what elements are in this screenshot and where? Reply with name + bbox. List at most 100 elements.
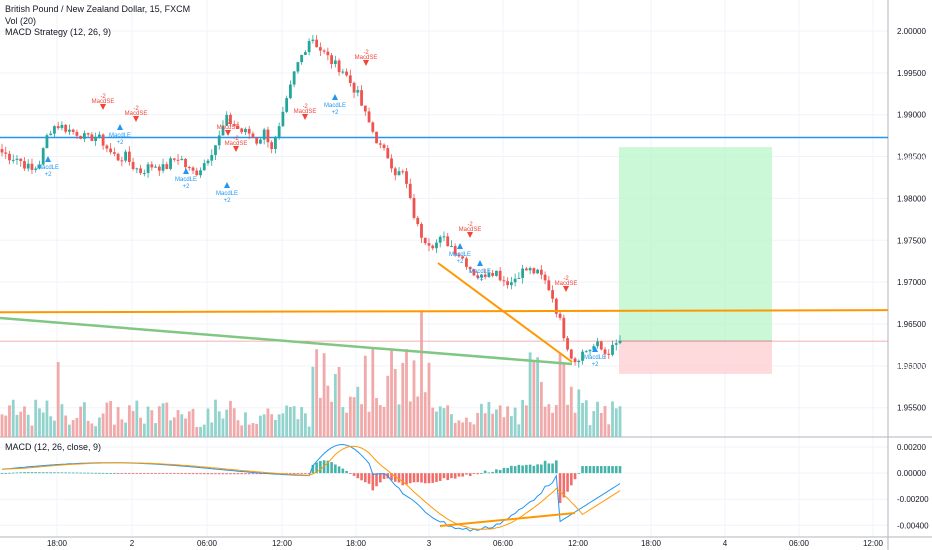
volume-bar bbox=[244, 412, 247, 437]
macd-hist-bar bbox=[349, 473, 352, 474]
volume-bar bbox=[229, 400, 232, 437]
volume-bar bbox=[262, 414, 266, 437]
macd-hist-bar bbox=[304, 473, 307, 474]
candle-body bbox=[468, 266, 472, 270]
candle-body bbox=[26, 163, 30, 169]
macd-hist-bar bbox=[472, 473, 476, 474]
volume-bar bbox=[165, 402, 169, 437]
candle-body bbox=[367, 111, 371, 123]
macd-hist-bar bbox=[502, 467, 506, 474]
macd-hist-bar bbox=[165, 473, 169, 474]
candle-body bbox=[356, 90, 360, 93]
volume-bar bbox=[427, 362, 431, 437]
macd-hist-bar bbox=[453, 473, 457, 479]
candle-body bbox=[401, 171, 405, 173]
candle-body bbox=[547, 280, 551, 291]
volume-bar bbox=[446, 405, 450, 437]
candle-body bbox=[199, 170, 202, 176]
candle-body bbox=[187, 167, 191, 169]
candle-body bbox=[68, 129, 71, 132]
candle-body bbox=[131, 161, 135, 169]
volume-bar bbox=[543, 406, 547, 437]
volume-bar bbox=[154, 423, 157, 437]
volume-bar bbox=[161, 403, 165, 437]
buy-signal-label: MacdLE bbox=[109, 133, 131, 139]
volume-bar bbox=[551, 412, 554, 437]
volume-bar bbox=[311, 366, 315, 437]
orange-horizontal-line bbox=[0, 309, 889, 314]
macd-hist-bar bbox=[603, 466, 607, 474]
volume-bar bbox=[38, 408, 41, 437]
macd-hist-bar bbox=[191, 473, 195, 475]
volume-bar bbox=[592, 411, 596, 437]
time-tick-label: 12:00 bbox=[272, 539, 293, 548]
volume-bar bbox=[569, 386, 573, 437]
volume-bar bbox=[4, 415, 8, 437]
volume-bar bbox=[360, 404, 363, 437]
candle-body bbox=[0, 149, 4, 153]
macd-hist-bar bbox=[341, 468, 345, 474]
candle-body bbox=[420, 224, 423, 238]
macd-hist-bar bbox=[176, 473, 180, 474]
volume-bar bbox=[393, 369, 397, 437]
macd-hist-bar bbox=[592, 466, 596, 474]
candle-body bbox=[270, 142, 274, 149]
macd-hist-bar bbox=[229, 473, 232, 475]
macd-hist-bar bbox=[450, 473, 453, 479]
volume-bar bbox=[566, 404, 569, 437]
candle-body bbox=[483, 274, 487, 278]
candle-body bbox=[195, 170, 199, 176]
volume-bar bbox=[150, 410, 154, 437]
candle-body bbox=[554, 298, 558, 314]
macd-hist-bar bbox=[8, 472, 11, 474]
macd-hist-bar bbox=[296, 473, 300, 474]
candle-body bbox=[607, 353, 611, 355]
price-label-target: 1.98613 bbox=[896, 144, 926, 153]
volume-bar bbox=[97, 417, 101, 437]
volume-bar bbox=[532, 360, 536, 437]
candle-body bbox=[393, 168, 397, 176]
volume-bar bbox=[101, 413, 105, 437]
candle-body bbox=[94, 136, 98, 141]
volume-bar bbox=[554, 405, 558, 437]
candle-body bbox=[465, 258, 468, 267]
buy-signal-label: MacdLE bbox=[175, 177, 197, 183]
macd-hist-bar bbox=[128, 473, 131, 474]
macd-hist-bar bbox=[570, 473, 573, 486]
macd-hist-bar bbox=[412, 473, 416, 483]
volume-bar bbox=[251, 423, 255, 437]
macd-hist-bar bbox=[202, 473, 206, 475]
volume-bar bbox=[90, 423, 94, 437]
buy-signal-arrow bbox=[332, 94, 338, 100]
macd-hist-bar bbox=[105, 473, 109, 474]
macd-hist-bar bbox=[498, 469, 502, 474]
candle-body bbox=[551, 290, 554, 299]
macd-hist-bar bbox=[551, 463, 554, 474]
volume-bar bbox=[26, 414, 30, 437]
time-tick-label: 12:00 bbox=[863, 539, 884, 548]
volume-bar bbox=[457, 420, 461, 437]
candle-body bbox=[472, 269, 476, 276]
buy-signal-arrow bbox=[45, 156, 51, 162]
macd-hist-bar bbox=[214, 473, 217, 475]
volume-bar bbox=[75, 417, 79, 437]
buy-signal-label: MacdLE bbox=[216, 191, 238, 197]
price-label-open: 2.00301 bbox=[896, 17, 926, 26]
volume-bar bbox=[105, 402, 109, 437]
volume-bar bbox=[536, 357, 539, 437]
volume-bar bbox=[491, 413, 495, 437]
candle-body bbox=[109, 148, 113, 153]
macd-hist-bar bbox=[4, 472, 8, 474]
candle-body bbox=[232, 124, 236, 126]
macd-hist-bar bbox=[334, 464, 337, 474]
buy-signal-value: +2 bbox=[457, 259, 465, 265]
volume-bar bbox=[390, 350, 393, 437]
macd-hist-bar bbox=[45, 472, 49, 474]
buy-signal-value: +2 bbox=[224, 198, 232, 204]
price-tick-label: 1.96500 bbox=[897, 320, 926, 329]
macd-hist-bar bbox=[64, 472, 67, 474]
macd-hist-bar bbox=[49, 472, 52, 474]
macd-hist-bar bbox=[139, 473, 142, 474]
candle-body bbox=[266, 129, 270, 143]
